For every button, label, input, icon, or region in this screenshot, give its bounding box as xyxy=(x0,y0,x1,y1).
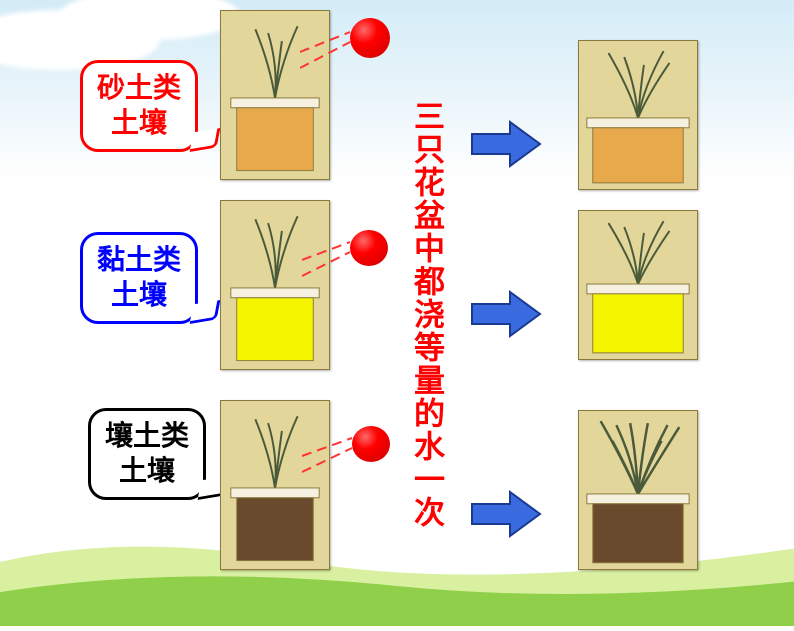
arrow-sand xyxy=(470,120,542,168)
label-loam-line1: 壤土类 xyxy=(105,419,189,454)
leader-sand xyxy=(300,20,360,80)
label-sand-line2: 土壤 xyxy=(97,106,181,141)
label-clay-line2: 土壤 xyxy=(97,278,181,313)
label-clay-line1: 黏土类 xyxy=(97,243,181,278)
pot-clay-after xyxy=(578,210,698,360)
label-clay-tail xyxy=(190,300,221,324)
leader-clay xyxy=(302,230,360,290)
label-loam-line2: 土壤 xyxy=(105,454,189,489)
leader-loam xyxy=(302,426,360,486)
pot-sand-after xyxy=(578,40,698,190)
label-sand-line1: 砂土类 xyxy=(97,71,181,106)
label-clay: 黏土类 土壤 xyxy=(80,232,198,324)
arrow-clay xyxy=(470,290,542,338)
label-loam: 壤土类 土壤 xyxy=(88,408,206,500)
label-sand: 砂土类 土壤 xyxy=(80,60,198,152)
pot-loam-after xyxy=(578,410,698,570)
label-sand-tail xyxy=(190,128,221,152)
center-vertical-text: 三只花盆中都浇等量的水一次 xyxy=(404,100,449,560)
arrow-loam xyxy=(470,490,542,538)
